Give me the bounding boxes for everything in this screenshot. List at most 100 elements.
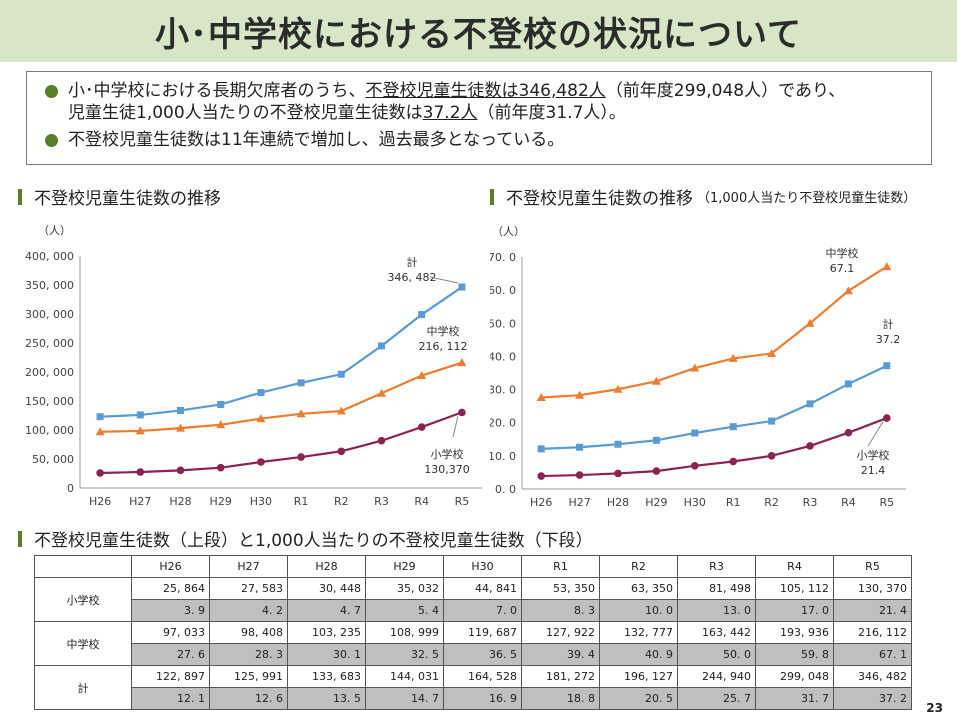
- title-banner: 小･中学校における不登校の状況について: [0, 0, 957, 62]
- rate-cell: 10. 0: [599, 599, 678, 622]
- x-tick-label: R1: [294, 495, 309, 508]
- data-point: [176, 466, 185, 475]
- data-point: [336, 406, 346, 415]
- data-point: [136, 411, 144, 419]
- data-point: [337, 447, 346, 456]
- data-point: [729, 423, 737, 431]
- table-header-cell: H26: [131, 555, 210, 578]
- count-cell: 127, 922: [521, 621, 600, 644]
- data-point: [417, 371, 427, 380]
- series-name-label: 小学校: [857, 448, 890, 462]
- series-value-label: 21.4: [861, 464, 886, 477]
- y-tick-label: 100, 000: [25, 424, 74, 437]
- data-point: [691, 429, 699, 437]
- table-row: 小学校 25, 864 27, 583 30, 448 35, 032 44, 841 53…: [34, 577, 912, 622]
- table-row: 中学校 97, 033 98, 408 103, 235 108, 999 119, 68…: [34, 621, 912, 666]
- data-point: [575, 471, 584, 479]
- data-point: [377, 388, 386, 397]
- bullet-icon: [45, 85, 58, 98]
- data-point: [652, 436, 660, 444]
- section-subtitle: （1,000人当たり不登校児童生徒数）: [697, 191, 917, 206]
- count-cell: 44, 841: [443, 577, 522, 600]
- summary-line-3: 不登校児童生徒数は11年連続で増加し、過去最多となっている。: [45, 129, 917, 151]
- count-cell: 53, 350: [521, 577, 600, 600]
- series-value-label: 216, 112: [419, 340, 468, 353]
- table-header-cell: H30: [443, 555, 522, 578]
- rate-cell: 13. 5: [287, 687, 366, 710]
- chart-count: （人） 0 50, 000 100, 000 150, 000 200, 000 250, …: [25, 224, 482, 508]
- x-tick-label: H30: [684, 496, 706, 509]
- rate-cell: 31. 7: [755, 687, 834, 710]
- rate-cell: 12. 1: [131, 687, 210, 710]
- x-tick-label: H29: [645, 496, 667, 509]
- data-point: [843, 286, 853, 295]
- count-cell: 108, 999: [365, 621, 444, 644]
- data-point: [337, 370, 345, 378]
- y-tick-label: 300, 000: [25, 308, 74, 321]
- count-cell: 181, 272: [521, 665, 600, 688]
- section-title-2: 不登校児童生徒数の推移 （1,000人当たり不登校児童生徒数）: [490, 184, 916, 209]
- summary-text: 児童生徒1,000人当たりの不登校児童生徒数は: [68, 103, 423, 123]
- data-point: [575, 390, 585, 399]
- x-tick-label: H26: [530, 496, 552, 509]
- summary-box: 小･中学校における長期欠席者のうち、不登校児童生徒数は346,482人（前年度2…: [26, 71, 932, 165]
- data-point: [458, 408, 466, 417]
- count-cell: 130, 370: [833, 577, 912, 600]
- rate-cell: 8. 3: [521, 599, 600, 622]
- x-tick-label: H26: [89, 495, 111, 508]
- rate-cell: 17. 0: [755, 599, 834, 622]
- x-tick-label: R5: [455, 495, 470, 508]
- x-tick-label: H29: [210, 495, 232, 508]
- rate-cell: 32. 5: [365, 643, 444, 666]
- count-cell: 164, 528: [443, 665, 522, 688]
- bullet-icon: [45, 134, 58, 147]
- count-cell: 299, 048: [755, 665, 834, 688]
- rate-cell: 50. 0: [677, 643, 756, 666]
- x-tick-label: R1: [726, 496, 741, 509]
- rate-cell: 27. 6: [131, 643, 210, 666]
- data-point: [690, 363, 700, 372]
- x-tick-label: H30: [250, 495, 272, 508]
- data-point: [883, 362, 891, 370]
- rate-cell: 39. 4: [521, 643, 600, 666]
- y-tick-label: 50. 0: [490, 317, 516, 330]
- series-line: [541, 364, 888, 450]
- data-point: [136, 468, 145, 476]
- y-axis-label: （人）: [38, 224, 71, 237]
- table-header-cell: R5: [833, 555, 912, 578]
- x-tick-label: H28: [169, 495, 191, 508]
- table-row-label: 小学校: [34, 577, 132, 622]
- section-marker: [490, 188, 494, 205]
- data-point: [652, 467, 661, 475]
- table-row: 計 122, 897 125, 991 133, 683 144, 031 164, 52…: [34, 665, 912, 710]
- data-point: [176, 423, 185, 432]
- y-tick-label: 350, 000: [25, 279, 74, 292]
- rate-cell: 3. 9: [131, 599, 210, 622]
- data-point: [805, 318, 815, 327]
- data-point: [691, 462, 699, 470]
- series-name-label: 計: [883, 317, 894, 331]
- rate-cell: 25. 7: [677, 687, 756, 710]
- series-value-label: 67.1: [830, 262, 855, 275]
- series-name-label: 計: [407, 255, 418, 269]
- rate-cell: 14. 7: [365, 687, 444, 710]
- x-tick-label: R5: [879, 496, 894, 509]
- count-cell: 63, 350: [599, 577, 678, 600]
- table-header-cell: H28: [287, 555, 366, 578]
- data-point: [537, 472, 545, 480]
- x-tick-label: H27: [129, 495, 151, 508]
- data-point: [296, 409, 306, 418]
- data-point: [537, 445, 545, 453]
- rate-cell: 5. 4: [365, 599, 444, 622]
- data-point: [576, 443, 584, 451]
- rate-cell: 40. 9: [599, 643, 678, 666]
- data-point: [378, 342, 385, 350]
- y-tick-label: 400, 000: [25, 250, 74, 263]
- y-tick-label: 150, 000: [25, 395, 74, 408]
- data-point: [135, 426, 145, 435]
- rate-cell: 28. 3: [209, 643, 288, 666]
- table-row-label: 計: [34, 665, 132, 710]
- data-point: [882, 262, 892, 271]
- leader-line: [452, 416, 459, 438]
- data-point: [844, 428, 853, 437]
